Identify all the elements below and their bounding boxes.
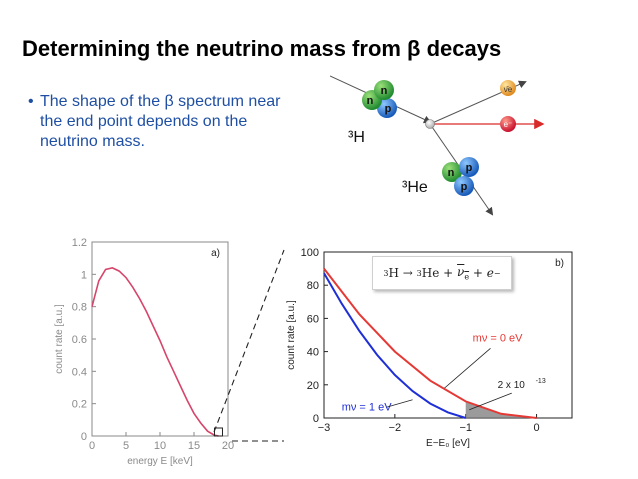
he3-p-label: p: [466, 162, 473, 174]
eq-plus-2: +: [472, 266, 483, 280]
he3-neutron-icon: [442, 162, 462, 182]
x-tick-label: −1: [459, 422, 472, 434]
antineutrino-label: ν̄e: [504, 85, 513, 94]
he3-p2-label: p: [461, 181, 468, 193]
h3-p-label: p: [385, 103, 392, 115]
pointer-m0: [444, 347, 491, 389]
annotation-label: 2 x 10: [498, 380, 526, 391]
eq-electron: e: [486, 266, 494, 280]
y-tick-label: 0.8: [72, 302, 87, 314]
y-tick-label: 1.2: [72, 237, 87, 249]
eq-mass-number-2: 3: [416, 268, 422, 278]
panel-label: a): [211, 248, 220, 259]
h3-proton-icon: [377, 98, 397, 118]
x-tick-label: −3: [318, 422, 331, 434]
y-axis-label: count rate [a.u.]: [54, 304, 65, 374]
eq-electron-charge: −: [493, 268, 501, 278]
eq-parent: H: [388, 266, 399, 280]
eq-daughter: He: [421, 266, 440, 280]
x-tick-label: 15: [188, 440, 200, 452]
bullet-text: The shape of the β spectrum near the end…: [40, 93, 281, 150]
beta-decay-diagram: n n p ³H ν̄e e⁻ n p p ³He: [330, 75, 545, 216]
decay-vertex-icon: [425, 119, 435, 129]
y-tick-label: 80: [307, 280, 319, 292]
electron-icon: [500, 116, 516, 132]
electron-label: e⁻: [504, 120, 513, 129]
series-label-m1: mν = 1 eV: [342, 402, 392, 414]
h3-neutron-icon: [374, 80, 394, 100]
y-tick-label: 0.2: [72, 399, 87, 411]
annotation-exponent: -13: [536, 378, 546, 385]
panel-label: b): [555, 258, 564, 269]
x-tick-label: −2: [389, 422, 402, 434]
y-axis-label: count rate [a.u.]: [286, 300, 297, 370]
y-tick-label: 0.4: [72, 366, 87, 378]
eq-arrow: →: [402, 266, 413, 280]
eq-plus: +: [443, 266, 454, 280]
series-line-m0: [323, 267, 537, 419]
y-tick-label: 20: [307, 380, 319, 392]
series-line-m1: [323, 272, 467, 419]
eq-mass-number: 3: [383, 268, 389, 278]
x-tick-label: 5: [123, 440, 129, 452]
y-tick-label: 0: [313, 413, 319, 425]
spectrum-line: [91, 267, 219, 437]
h3-n2-label: n: [367, 95, 374, 107]
y-tick-label: 1: [81, 269, 87, 281]
x-tick-label: 10: [154, 440, 166, 452]
h3-n-label: n: [381, 85, 388, 97]
x-tick-label: 0: [534, 422, 540, 434]
series-label-m0: mν = 0 eV: [473, 333, 523, 345]
pointer-m1: [386, 399, 413, 408]
x-axis-label: energy E [keV]: [127, 456, 193, 467]
h3-label: ³H: [348, 129, 365, 146]
shaded-region: [465, 401, 537, 418]
y-tick-label: 60: [307, 313, 319, 325]
x-axis-label: E−E₀ [eV]: [426, 438, 470, 449]
y-tick-label: 40: [307, 347, 319, 359]
beta-spectrum-chart: 0 0.2 0.4 0.6 0.8 1 1.2 0 5 10 15 20 energy E [keV] c…: [54, 237, 234, 467]
antineutrino-icon: [500, 80, 516, 96]
he3-n-label: n: [448, 167, 455, 179]
bullet-marker: •: [28, 93, 34, 110]
y-tick-label: 0.6: [72, 334, 87, 346]
x-tick-label: 20: [222, 440, 234, 452]
pointer-annotation: [469, 392, 512, 411]
y-tick-label: 100: [301, 247, 319, 259]
x-tick-label: 0: [89, 440, 95, 452]
he3-label: ³He: [402, 179, 428, 196]
slide-title: Determining the neutrino mass from β dec…: [22, 36, 502, 61]
y-tick-label: 0: [81, 431, 87, 443]
he3-proton-icon: [459, 157, 479, 177]
eq-antineutrino: νe: [457, 264, 470, 282]
bullet-point: • The shape of the β spectrum near the e…: [28, 92, 303, 152]
he3-proton-icon: [454, 176, 474, 196]
